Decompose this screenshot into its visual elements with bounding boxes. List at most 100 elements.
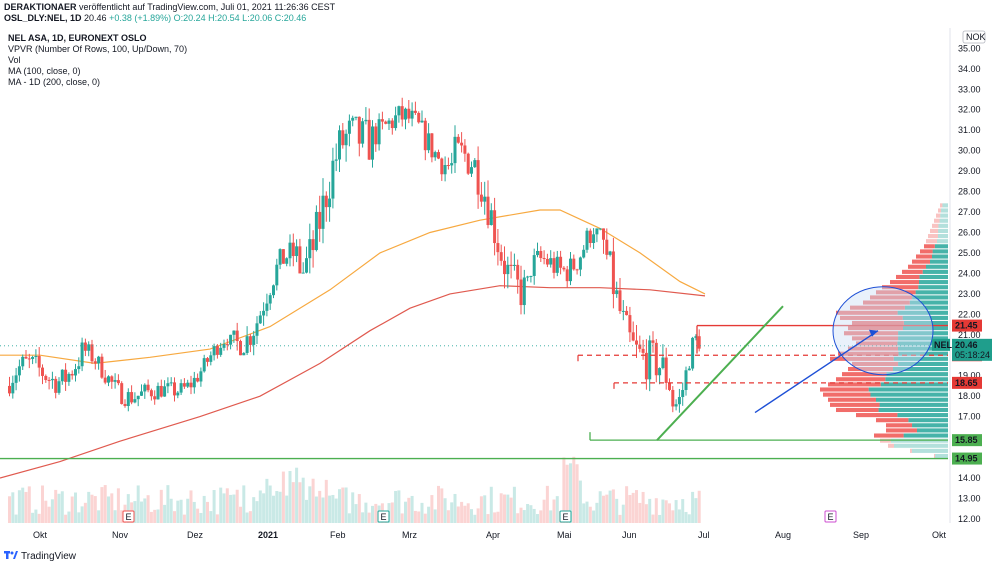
legend-vpvr[interactable]: VPVR (Number Of Rows, 100, Up/Down, 70)	[8, 44, 188, 54]
volume-bar	[215, 514, 219, 523]
candle-body	[661, 357, 665, 369]
candle-body	[598, 228, 602, 230]
candle-body	[285, 258, 289, 264]
candle-body	[407, 108, 411, 119]
volume-bar	[265, 478, 269, 523]
price-tick-label: 13.00	[958, 493, 981, 503]
candle-body	[654, 342, 658, 376]
volume-bar	[262, 493, 266, 523]
volume-bar	[598, 491, 602, 523]
volume-bar	[17, 490, 21, 523]
volume-bar	[120, 510, 124, 523]
candle-body	[103, 377, 107, 383]
footer-brand[interactable]: TradingView	[4, 550, 76, 562]
candle-body	[338, 130, 341, 160]
candle-body	[635, 340, 638, 345]
vp-up-row	[897, 413, 948, 418]
currency-badge[interactable]	[962, 30, 986, 44]
price-chart[interactable]: 12.00 13.00 14.00 14.95 15.85 17.00 18.00 18.65…	[0, 28, 1000, 548]
publisher-name: DERAKTIONAER	[4, 2, 77, 12]
vp-up-row	[880, 382, 948, 387]
vp-down-row	[850, 305, 905, 310]
price-axis[interactable]: 12.00 13.00 14.00 14.95 15.85 17.00 18.00 18.65…	[949, 28, 986, 524]
vp-up-row	[908, 418, 948, 423]
vp-down-row	[920, 249, 933, 254]
volume-bar	[347, 513, 351, 523]
candle-body	[437, 152, 440, 159]
volume-bar	[245, 512, 249, 523]
vp-down-row	[910, 448, 912, 453]
volume-bar	[691, 491, 695, 523]
vp-down-row	[852, 336, 899, 341]
volume-bar	[453, 493, 457, 523]
volume-bar	[272, 495, 275, 523]
candle-body	[364, 119, 368, 122]
volume-bar	[592, 510, 596, 523]
candle-body	[324, 195, 328, 208]
legend-ma200[interactable]: MA - 1D (200, close, 0)	[8, 77, 101, 87]
vp-up-row	[886, 372, 948, 377]
candle-body	[314, 211, 318, 251]
candle-body	[618, 290, 622, 311]
candle-body	[572, 258, 576, 270]
candle-body	[621, 310, 625, 312]
vp-down-row	[896, 274, 920, 280]
candle-body	[559, 256, 563, 268]
vp-up-row	[918, 285, 948, 290]
candle-body	[400, 106, 404, 120]
volume-bar	[149, 511, 153, 523]
vp-down-row	[882, 285, 919, 290]
candle-body	[592, 234, 596, 243]
volume-bar	[70, 496, 74, 523]
volume-bar	[136, 485, 140, 523]
earnings-marker[interactable]	[559, 510, 572, 523]
price-tick-label: 24.00	[958, 268, 981, 278]
level-price-box	[952, 376, 982, 389]
candle-body	[519, 279, 523, 306]
vp-up-row	[911, 448, 948, 453]
earnings-marker[interactable]	[122, 510, 135, 523]
volume-bar	[77, 512, 81, 523]
volume-bar	[430, 495, 434, 523]
candle-body	[427, 133, 431, 151]
level-price-box	[952, 319, 982, 332]
candle-body	[377, 119, 381, 145]
published-text: veröffentlicht auf TradingView.com, Juli…	[79, 2, 336, 12]
volume-bar	[456, 506, 460, 523]
earnings-marker[interactable]	[377, 510, 390, 523]
volume-bar	[344, 487, 348, 523]
vp-down-row	[890, 280, 919, 285]
publish-info: DERAKTIONAER veröffentlicht auf TradingV…	[4, 2, 335, 12]
volume-bar	[21, 487, 25, 523]
drawings[interactable]	[0, 286, 948, 460]
candle-body	[542, 258, 546, 260]
candle-body	[470, 167, 473, 174]
earnings-marker[interactable]	[824, 510, 837, 523]
candle-body	[192, 377, 196, 388]
candle-body	[27, 358, 31, 360]
legend-vol[interactable]: Vol	[8, 55, 21, 65]
time-axis[interactable]: Okt Nov Dez 2021 Feb Mrz Apr Mai Jun Jul Aug Sep Okt	[33, 530, 947, 540]
volume-bar	[479, 496, 483, 523]
candle-body	[512, 264, 516, 266]
chart-title[interactable]: NEL ASA, 1D, EURONEXT OSLO	[8, 33, 147, 43]
candle-body	[41, 367, 44, 376]
candle-body	[318, 211, 322, 229]
vp-down-row	[863, 300, 910, 305]
volume-bar	[361, 512, 365, 523]
legend-ma100[interactable]: MA (100, close, 0)	[8, 66, 81, 76]
vp-up-row	[940, 213, 948, 218]
earnings-marker-label: E	[381, 512, 387, 522]
volume-bar	[153, 509, 157, 523]
candle-body	[179, 383, 183, 393]
volume-bar	[202, 495, 206, 523]
candle-body	[70, 373, 74, 376]
volume-bar	[529, 505, 533, 523]
volume-bar	[351, 492, 355, 523]
volume-bar	[37, 513, 41, 523]
volume-bar	[545, 485, 549, 523]
candle-body	[625, 310, 629, 316]
vp-down-row	[934, 453, 936, 459]
vp-up-row	[904, 305, 948, 310]
